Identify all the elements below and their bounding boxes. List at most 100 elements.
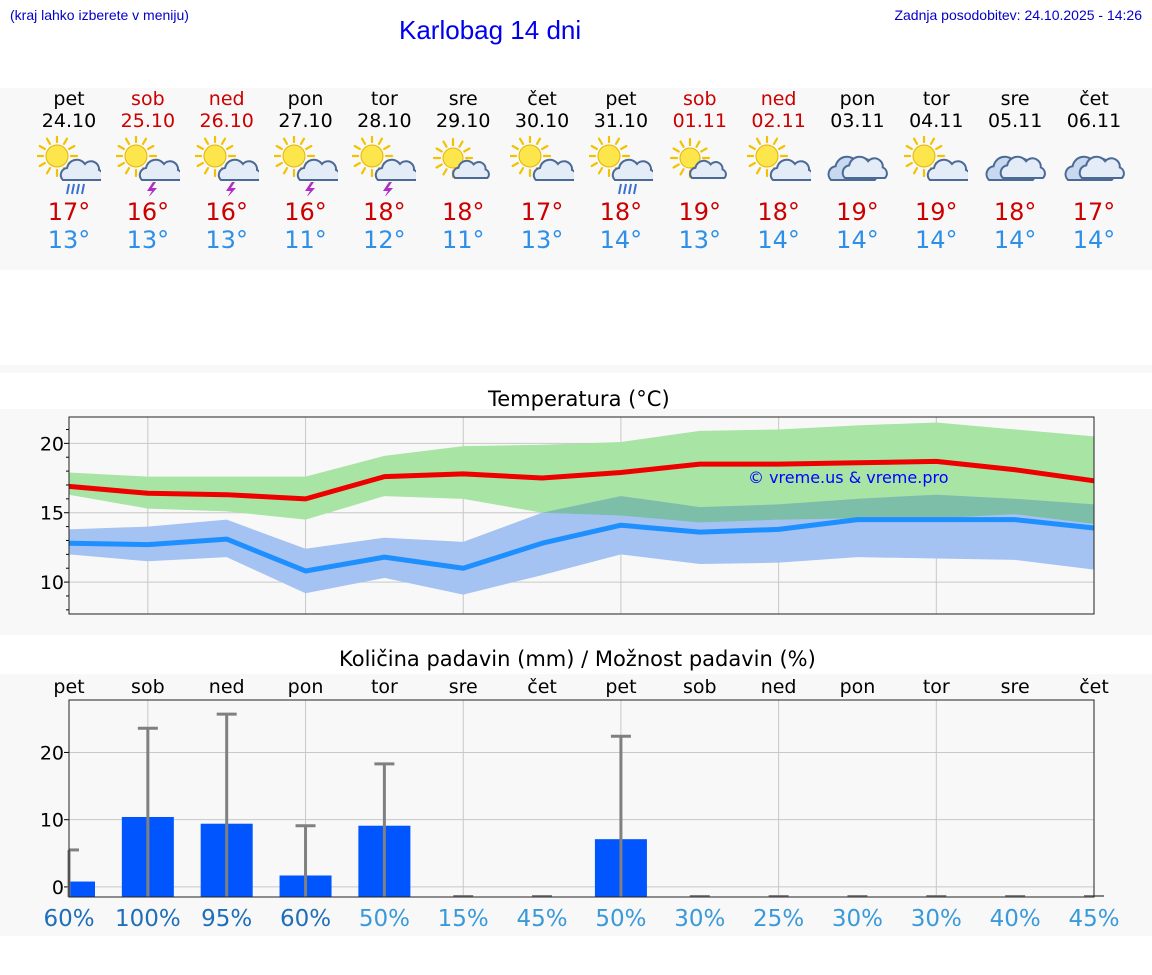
min-temp: 13° bbox=[126, 226, 170, 254]
sun-ray bbox=[275, 161, 283, 168]
sun-ray bbox=[203, 137, 209, 145]
sun-ray bbox=[905, 161, 914, 168]
sun-ray bbox=[442, 168, 448, 176]
sun-ray bbox=[772, 137, 778, 145]
sun-cloud-icon bbox=[510, 136, 575, 181]
sun-cloud-icon bbox=[746, 136, 811, 181]
sun-ray bbox=[353, 144, 362, 151]
temperature-chart-title: Temperatura (°C) bbox=[488, 387, 670, 411]
sun-small-cloud-icon bbox=[669, 137, 727, 179]
sun-ray bbox=[518, 137, 525, 145]
sun-ray bbox=[124, 137, 130, 145]
day-name: tor bbox=[370, 88, 398, 110]
day-date: 26.10 bbox=[199, 110, 254, 132]
y-tick-label: 20 bbox=[40, 742, 64, 764]
temperature-chart: 10 15 20 © vreme.us & vreme.pro bbox=[40, 416, 1095, 615]
x-category-label: ned bbox=[761, 676, 797, 698]
sun-ray bbox=[38, 161, 46, 168]
precip-probability: 15% bbox=[438, 906, 489, 932]
cloud-icon bbox=[985, 155, 1047, 181]
day-date: 05.11 bbox=[987, 110, 1043, 132]
x-category-label: tor bbox=[371, 676, 398, 698]
x-category-label: pet bbox=[605, 676, 636, 698]
rain-drop bbox=[622, 183, 627, 195]
precip-probability: 25% bbox=[753, 906, 804, 932]
sun-cloud-storm-icon bbox=[115, 136, 180, 196]
x-category-label: tor bbox=[923, 676, 950, 698]
max-temp: 16° bbox=[284, 198, 327, 226]
day-name: čet bbox=[527, 88, 557, 110]
sun-disc bbox=[45, 144, 69, 168]
sun-ray bbox=[45, 167, 52, 175]
sun-ray bbox=[458, 140, 464, 148]
day-name: pet bbox=[53, 88, 85, 110]
max-temp: 17° bbox=[1072, 198, 1116, 226]
cloud-icon bbox=[1064, 155, 1125, 181]
sun-ray bbox=[361, 167, 367, 175]
day-date: 30.10 bbox=[514, 110, 570, 132]
max-temp: 18° bbox=[363, 198, 406, 226]
sun-ray bbox=[614, 137, 621, 145]
day-date: 03.11 bbox=[830, 110, 885, 132]
cloud-shape bbox=[689, 159, 727, 179]
x-category-label: čet bbox=[1079, 676, 1109, 698]
min-temp: 14° bbox=[915, 226, 958, 254]
y-tick-label: 10 bbox=[40, 572, 64, 594]
min-temp-line bbox=[68, 517, 1095, 574]
sun-disc bbox=[597, 144, 621, 168]
day-forecast: tor 28.10 18° 12° bbox=[346, 88, 422, 254]
separator-band bbox=[0, 365, 1152, 373]
precip-probability: 50% bbox=[359, 906, 410, 932]
min-temp: 13° bbox=[47, 226, 91, 254]
precip-probability: 50% bbox=[595, 906, 646, 932]
sun-ray bbox=[748, 161, 756, 168]
x-category-label: čet bbox=[527, 676, 557, 698]
sun-ray bbox=[117, 144, 125, 151]
daily-forecast: pet 24.10 17° 13° sob 25.10 16° 13° ned 26.10 16° 1… bbox=[0, 88, 1152, 254]
sun-ray bbox=[930, 137, 936, 145]
sun-ray bbox=[755, 167, 761, 175]
min-temp: 14° bbox=[1072, 226, 1116, 254]
location-hint: (kraj lahko izberete v meniju) bbox=[10, 7, 189, 23]
sun-ray bbox=[282, 167, 288, 175]
sun-ray bbox=[361, 137, 367, 145]
sun-cloud-rain-icon bbox=[37, 136, 101, 195]
plot-frame bbox=[68, 416, 1095, 615]
x-category-label: pon bbox=[840, 676, 876, 698]
sun-ray bbox=[679, 140, 685, 148]
sun-ray bbox=[913, 167, 919, 175]
day-date: 04.11 bbox=[909, 110, 964, 132]
sun-cloud-storm-icon bbox=[352, 136, 417, 196]
rain-drop bbox=[66, 183, 70, 195]
sun-ray bbox=[203, 167, 209, 175]
day-forecast: čet 30.10 17° 13° bbox=[504, 88, 580, 254]
sun-small-cloud-icon bbox=[433, 137, 491, 179]
day-forecast: sre 05.11 18° 14° bbox=[977, 88, 1053, 254]
day-name: sob bbox=[131, 88, 165, 110]
sun-ray bbox=[220, 137, 226, 145]
lightning-bolt bbox=[383, 182, 394, 196]
day-name: tor bbox=[922, 88, 950, 110]
rain-drop bbox=[627, 183, 632, 195]
sun-ray bbox=[435, 163, 444, 169]
day-forecast: pon 03.11 19° 14° bbox=[819, 88, 895, 254]
sun-ray bbox=[777, 144, 786, 151]
sun-ray bbox=[679, 168, 685, 176]
sun-disc bbox=[755, 144, 779, 168]
sun-ray bbox=[117, 161, 125, 168]
sun-ray bbox=[304, 144, 312, 151]
sun-ray bbox=[672, 163, 680, 169]
sun-ray bbox=[511, 144, 520, 151]
precip-probability: 95% bbox=[201, 906, 252, 932]
day-name: sob bbox=[682, 88, 717, 110]
day-forecast: sre 29.10 18° 11° bbox=[425, 88, 501, 254]
cloud-shape bbox=[217, 158, 259, 181]
precip-bar bbox=[69, 881, 95, 897]
day-forecast: tor 04.11 19° 14° bbox=[898, 88, 974, 254]
cloud-shape bbox=[1078, 155, 1125, 179]
max-temp: 16° bbox=[205, 198, 248, 226]
day-date: 29.10 bbox=[436, 110, 491, 132]
day-name: čet bbox=[1079, 88, 1109, 110]
day-forecast: čet 06.11 17° 14° bbox=[1056, 88, 1132, 254]
max-temp: 18° bbox=[757, 198, 800, 226]
